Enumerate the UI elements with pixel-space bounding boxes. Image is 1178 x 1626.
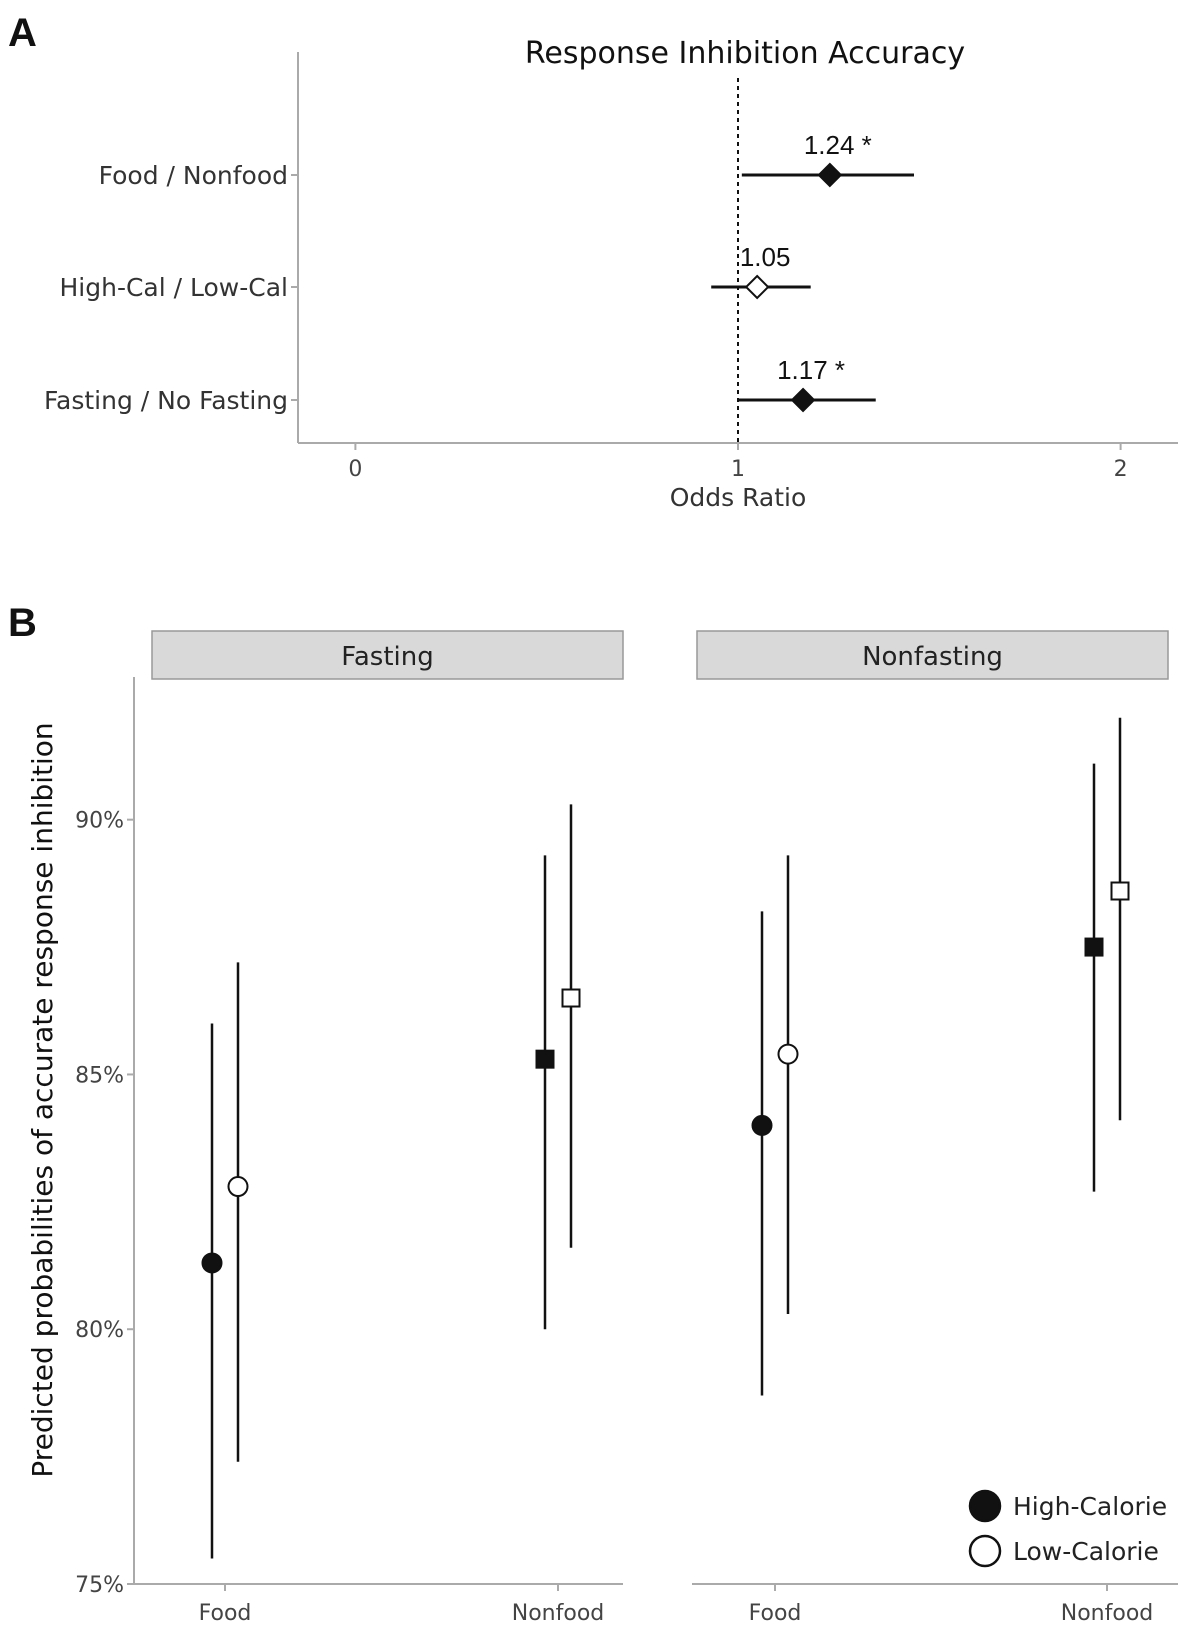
facet-strip-label: Nonfasting (862, 642, 1003, 672)
facet-strip (696, 630, 1169, 680)
y-tick-label: High-Cal / Low-Cal (60, 273, 289, 302)
point-square (535, 1049, 555, 1069)
estimate-diamond (817, 162, 843, 188)
forest-plot: 0 1 2 Odds Ratio Food / Nonfood 1.24 * High-Ca… (44, 52, 1178, 512)
point-square (561, 988, 581, 1008)
legend-label: Low-Calorie (1013, 1537, 1159, 1566)
y-tick-label: Fasting / No Fasting (44, 386, 288, 415)
y-tick-label: 75% (75, 1573, 124, 1598)
x-tick-label: 1 (731, 457, 745, 482)
x-tick-label: Food (199, 1601, 252, 1626)
estimate-diamond (744, 274, 770, 300)
estimate-label: 1.17 * (777, 355, 845, 385)
facet-strip (151, 630, 624, 680)
y-tick-label: 85% (75, 1063, 124, 1088)
x-tick-label: Nonfood (512, 1601, 605, 1626)
estimate-diamond (790, 387, 816, 413)
x-axis-title: Odds Ratio (670, 483, 807, 512)
x-tick-label: Food (749, 1601, 802, 1626)
x-tick-label: 2 (1114, 457, 1128, 482)
legend-high-calorie-key (968, 1489, 1002, 1523)
x-tick-label: Nonfood (1061, 1601, 1154, 1626)
panel-a-letter: A (8, 11, 37, 55)
point-square (1110, 881, 1130, 901)
y-tick-label: 80% (75, 1318, 124, 1343)
point-circle (777, 1043, 799, 1065)
legend-label: High-Calorie (1013, 1492, 1167, 1521)
y-tick-label: 90% (75, 809, 124, 834)
facet-strip-label: Fasting (341, 642, 433, 672)
x-tick-label: 0 (348, 457, 362, 482)
point-circle (201, 1252, 223, 1274)
point-circle (751, 1114, 773, 1136)
point-square (1084, 937, 1104, 957)
panel-b-y-axis-title: Predicted probabilities of accurate resp… (26, 722, 59, 1477)
estimate-label: 1.24 * (804, 130, 872, 160)
panel-a-title: Response Inhibition Accuracy (525, 36, 965, 71)
predicted-probabilities-plot: 75% 80% 85% 90% Fasting Food Nonfood Nonfasting… (75, 630, 1178, 1626)
estimate-label: 1.05 (740, 242, 791, 272)
point-circle (227, 1176, 249, 1198)
panel-b-letter: B (8, 601, 37, 645)
y-tick-label: Food / Nonfood (99, 161, 288, 190)
legend-low-calorie-key (968, 1534, 1002, 1568)
